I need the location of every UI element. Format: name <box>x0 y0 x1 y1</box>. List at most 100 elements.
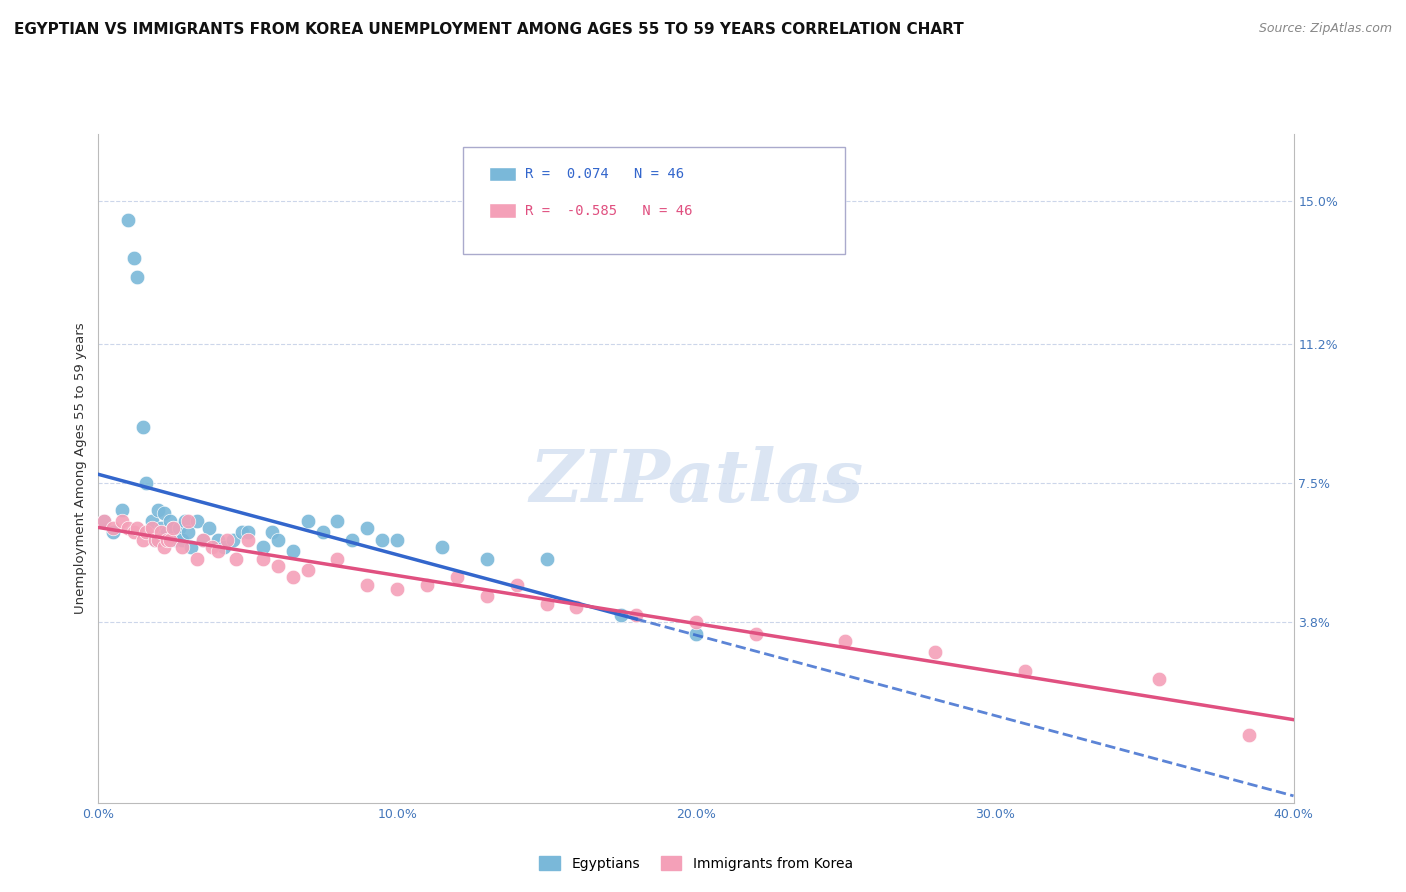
Point <box>93 514 115 528</box>
Point <box>177 525 200 540</box>
Text: R =  0.074   N = 46: R = 0.074 N = 46 <box>524 167 685 181</box>
Point <box>141 521 163 535</box>
Point <box>159 514 181 528</box>
Point <box>745 626 768 640</box>
Point <box>177 514 200 528</box>
FancyBboxPatch shape <box>463 147 845 254</box>
Point <box>1147 672 1170 686</box>
Point <box>416 578 439 592</box>
Point <box>260 525 283 540</box>
Point <box>281 570 304 584</box>
Text: R =  -0.585   N = 46: R = -0.585 N = 46 <box>524 203 693 218</box>
Point <box>143 533 166 547</box>
Point <box>225 551 247 566</box>
Point <box>475 551 498 566</box>
Point <box>186 551 208 566</box>
Point <box>156 525 179 540</box>
Point <box>834 634 856 648</box>
Point <box>610 607 633 622</box>
Point <box>222 533 245 547</box>
Point <box>252 540 274 554</box>
Point <box>141 514 163 528</box>
Point <box>385 582 409 596</box>
Point <box>207 533 229 547</box>
Point <box>117 521 139 535</box>
Point <box>201 540 224 554</box>
Point <box>1014 665 1036 679</box>
Point <box>281 544 304 558</box>
Point <box>385 533 409 547</box>
Point <box>117 213 139 227</box>
Point <box>111 502 134 516</box>
Point <box>685 626 707 640</box>
Point <box>536 597 558 611</box>
Point <box>191 533 214 547</box>
Point <box>212 540 235 554</box>
Point <box>159 533 181 547</box>
Point <box>135 525 157 540</box>
Point <box>148 502 170 516</box>
Point <box>215 533 238 547</box>
Point <box>150 525 173 540</box>
Point <box>624 607 647 622</box>
Point <box>148 533 170 547</box>
Point <box>326 514 349 528</box>
Point <box>143 533 166 547</box>
Text: EGYPTIAN VS IMMIGRANTS FROM KOREA UNEMPLOYMENT AMONG AGES 55 TO 59 YEARS CORRELA: EGYPTIAN VS IMMIGRANTS FROM KOREA UNEMPL… <box>14 22 963 37</box>
Point <box>162 521 184 535</box>
Point <box>685 615 707 630</box>
Point <box>172 533 194 547</box>
Point <box>162 521 184 535</box>
Point <box>356 521 378 535</box>
Point <box>297 563 319 577</box>
Point <box>165 533 187 547</box>
FancyBboxPatch shape <box>489 203 516 219</box>
Point <box>150 521 173 535</box>
Point <box>565 600 588 615</box>
Text: Source: ZipAtlas.com: Source: ZipAtlas.com <box>1258 22 1392 36</box>
Text: ZIPatlas: ZIPatlas <box>529 446 863 517</box>
Point <box>174 514 197 528</box>
Point <box>127 269 149 284</box>
Point <box>103 521 125 535</box>
Point <box>153 540 176 554</box>
Point <box>132 420 155 434</box>
Point <box>198 521 221 535</box>
Point <box>430 540 453 554</box>
Point <box>180 540 202 554</box>
Point <box>172 540 194 554</box>
Point <box>231 525 253 540</box>
Point <box>475 589 498 603</box>
FancyBboxPatch shape <box>489 167 516 181</box>
Point <box>356 578 378 592</box>
Point <box>124 251 146 265</box>
Y-axis label: Unemployment Among Ages 55 to 59 years: Unemployment Among Ages 55 to 59 years <box>75 323 87 614</box>
Point <box>93 514 115 528</box>
Legend: Egyptians, Immigrants from Korea: Egyptians, Immigrants from Korea <box>534 850 858 876</box>
Point <box>297 514 319 528</box>
Point <box>446 570 468 584</box>
Point <box>267 533 290 547</box>
Point <box>236 525 259 540</box>
Point <box>1237 728 1260 742</box>
Point <box>267 559 290 574</box>
Point <box>124 525 146 540</box>
Point <box>127 521 149 535</box>
Point <box>135 476 157 491</box>
Point <box>186 514 208 528</box>
Point <box>167 521 190 535</box>
Point <box>311 525 333 540</box>
Point <box>153 507 176 521</box>
Point <box>924 645 946 659</box>
Point <box>536 551 558 566</box>
Point <box>236 533 259 547</box>
Point <box>103 525 125 540</box>
Point <box>252 551 274 566</box>
Point <box>506 578 529 592</box>
Point <box>111 514 134 528</box>
Point <box>326 551 349 566</box>
Point <box>342 533 364 547</box>
Point <box>156 533 179 547</box>
Point <box>207 544 229 558</box>
Point <box>371 533 394 547</box>
